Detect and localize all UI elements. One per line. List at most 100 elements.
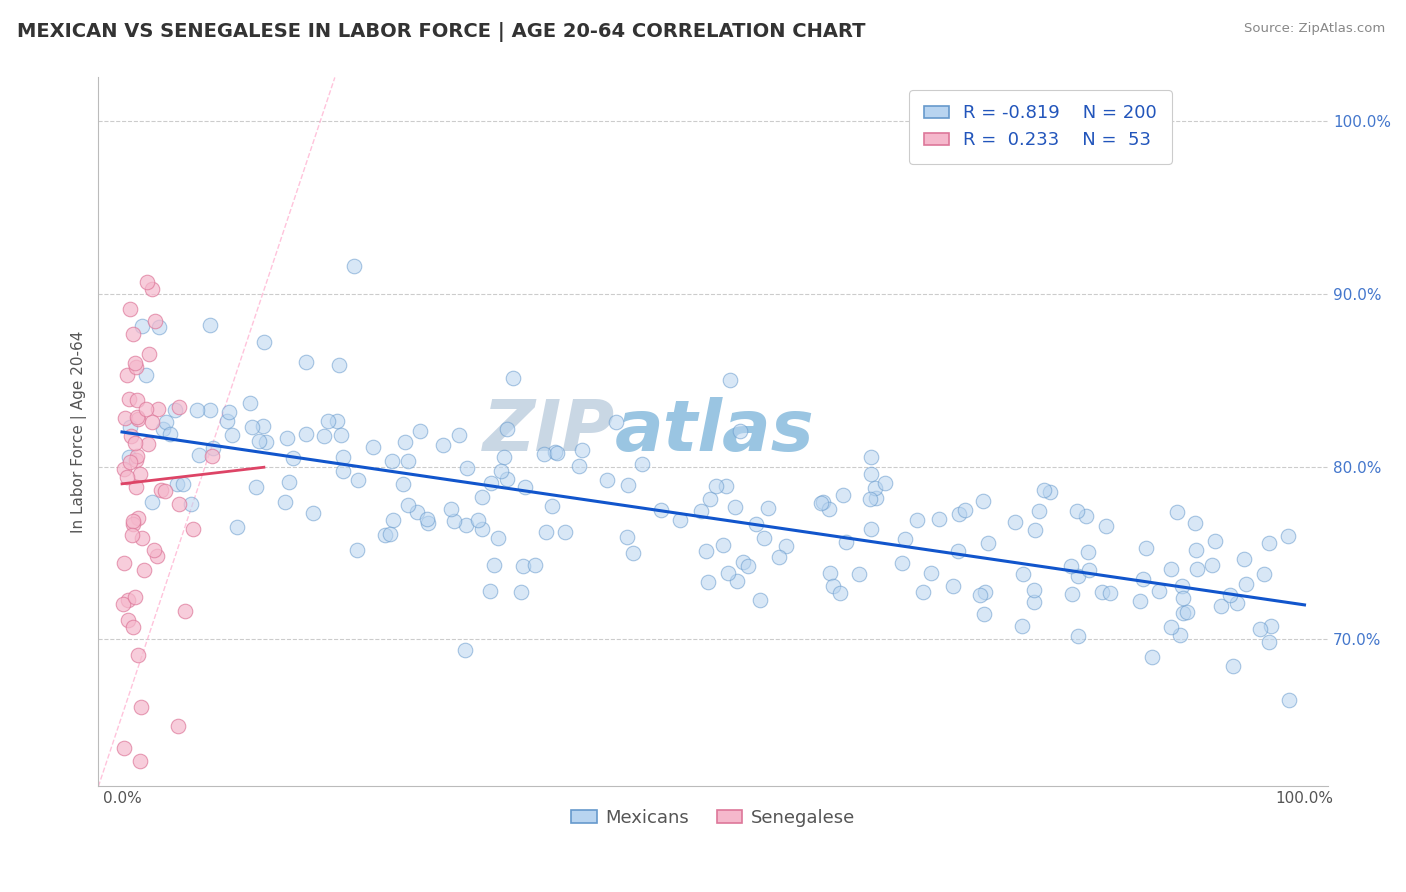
Point [343,259,366,273]
Point [149,483,172,497]
Point [122,619,145,633]
Point [1278,692,1301,706]
Point [127,409,149,424]
Point [1149,584,1171,599]
Point [1166,504,1188,518]
Point [135,401,157,416]
Point [621,546,644,560]
Point [112,462,135,476]
Point [392,477,415,491]
Point [112,740,135,755]
Point [332,464,354,478]
Text: atlas: atlas [614,398,814,467]
Y-axis label: In Labor Force | Age 20-64: In Labor Force | Age 20-64 [72,331,87,533]
Point [1234,577,1257,591]
Point [240,420,263,434]
Point [711,538,734,552]
Point [768,550,790,565]
Point [117,593,139,607]
Point [316,414,339,428]
Point [695,544,717,558]
Point [1077,545,1099,559]
Point [167,497,190,511]
Point [132,563,155,577]
Point [202,442,225,456]
Point [718,373,741,387]
Point [859,523,882,537]
Point [143,314,166,328]
Point [725,574,748,589]
Point [155,416,177,430]
Point [973,607,995,621]
Point [873,476,896,491]
Point [135,368,157,383]
Point [946,544,969,558]
Point [1091,584,1114,599]
Point [198,402,221,417]
Point [131,532,153,546]
Point [716,566,738,580]
Point [479,475,502,490]
Point [811,495,834,509]
Point [409,425,432,439]
Point [976,536,998,550]
Point [145,549,167,564]
Point [495,471,517,485]
Point [494,450,516,465]
Point [332,450,354,465]
Point [928,512,950,526]
Point [186,403,208,417]
Point [1066,504,1088,518]
Point [361,440,384,454]
Point [689,503,711,517]
Point [346,543,368,558]
Point [737,559,759,574]
Point [167,400,190,414]
Point [860,467,883,481]
Point [650,503,672,517]
Point [1076,509,1098,524]
Point [128,755,150,769]
Point [443,514,465,528]
Text: MEXICAN VS SENEGALESE IN LABOR FORCE | AGE 20-64 CORRELATION CHART: MEXICAN VS SENEGALESE IN LABOR FORCE | A… [17,22,865,42]
Point [706,479,728,493]
Point [1168,628,1191,642]
Point [136,437,159,451]
Point [515,480,537,494]
Point [834,534,856,549]
Point [1039,485,1062,500]
Point [174,604,197,618]
Point [159,427,181,442]
Point [1170,579,1192,593]
Point [447,427,470,442]
Point [117,450,139,465]
Point [744,516,766,531]
Point [821,579,844,593]
Point [731,555,754,569]
Point [830,585,852,599]
Point [894,532,917,546]
Point [215,413,238,427]
Point [127,412,149,426]
Point [1028,504,1050,518]
Point [329,427,352,442]
Point [758,500,780,515]
Point [456,517,478,532]
Point [512,558,534,573]
Point [131,319,153,334]
Point [1187,562,1209,576]
Point [124,453,146,467]
Point [125,480,148,494]
Point [141,282,163,296]
Point [669,512,692,526]
Point [818,501,841,516]
Point [831,488,853,502]
Point [1257,635,1279,649]
Point [121,528,143,542]
Point [696,575,718,590]
Point [198,318,221,332]
Point [136,275,159,289]
Point [1132,572,1154,586]
Point [752,531,775,545]
Point [148,320,170,334]
